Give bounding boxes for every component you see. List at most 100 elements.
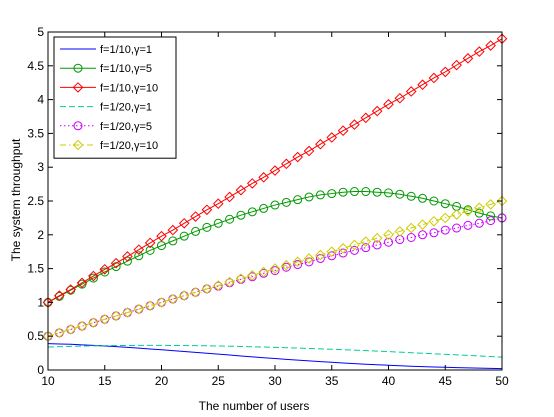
y-tick-label: 1 bbox=[37, 295, 44, 309]
data-point bbox=[451, 209, 462, 220]
data-point bbox=[360, 112, 372, 124]
legend-box bbox=[53, 36, 177, 159]
data-point bbox=[337, 243, 349, 254]
data-point bbox=[326, 246, 338, 258]
data-point bbox=[292, 151, 304, 163]
legend-marker bbox=[73, 63, 83, 73]
x-tick-label: 25 bbox=[212, 374, 226, 388]
legend-label: f=1/10,γ=5 bbox=[100, 63, 152, 75]
y-tick-label: 2.5 bbox=[27, 194, 44, 208]
y-tick-label: 1.5 bbox=[27, 262, 44, 276]
data-point bbox=[440, 225, 450, 235]
data-point bbox=[269, 165, 281, 176]
legend-label: f=1/10,γ=10 bbox=[100, 82, 158, 94]
data-point bbox=[429, 196, 439, 206]
legend-label: f=1/10,γ=1 bbox=[100, 44, 152, 56]
data-point bbox=[281, 259, 292, 271]
data-point bbox=[485, 40, 496, 51]
data-point bbox=[474, 208, 484, 218]
data-point bbox=[65, 284, 77, 295]
data-point bbox=[405, 86, 417, 97]
data-point bbox=[134, 251, 144, 261]
data-point bbox=[145, 301, 155, 311]
data-point bbox=[429, 228, 439, 238]
data-point bbox=[486, 211, 496, 221]
data-point bbox=[247, 272, 257, 282]
data-point bbox=[383, 99, 394, 110]
series-3 bbox=[42, 33, 508, 308]
data-point bbox=[54, 328, 64, 338]
data-point bbox=[190, 286, 201, 298]
data-point bbox=[395, 189, 405, 199]
data-point bbox=[190, 211, 201, 222]
data-point bbox=[191, 226, 201, 236]
data-point bbox=[88, 317, 99, 328]
data-point bbox=[349, 239, 360, 251]
data-point bbox=[315, 249, 326, 261]
data-point bbox=[224, 276, 235, 288]
data-point bbox=[349, 119, 360, 130]
data-point bbox=[145, 245, 155, 255]
data-point bbox=[418, 193, 428, 203]
y-tick-label: 0 bbox=[37, 363, 44, 377]
data-point bbox=[406, 191, 416, 201]
x-tick-label: 35 bbox=[325, 374, 339, 388]
data-point bbox=[384, 237, 393, 247]
x-tick-label: 30 bbox=[268, 374, 282, 388]
data-point bbox=[99, 313, 111, 325]
data-point bbox=[405, 222, 417, 234]
data-point bbox=[167, 224, 179, 236]
data-point bbox=[65, 324, 77, 335]
data-point bbox=[179, 231, 189, 241]
x-tick-label: 40 bbox=[382, 374, 396, 388]
data-point bbox=[236, 210, 246, 220]
data-point bbox=[303, 253, 315, 264]
legend-item: f=1/10,γ=5 bbox=[60, 63, 152, 75]
data-point bbox=[235, 184, 247, 196]
data-point bbox=[315, 138, 326, 150]
data-point bbox=[246, 178, 258, 189]
data-point bbox=[463, 220, 473, 230]
data-point bbox=[212, 198, 224, 210]
data-point bbox=[99, 263, 111, 275]
data-point bbox=[144, 237, 156, 249]
legend-item: f=1/20,γ=1 bbox=[60, 102, 152, 114]
y-tick-label: 3 bbox=[37, 160, 44, 174]
series-line bbox=[47, 38, 503, 303]
data-point bbox=[54, 290, 65, 301]
data-point bbox=[360, 236, 372, 247]
data-point bbox=[327, 251, 337, 261]
data-point bbox=[168, 294, 178, 304]
data-point bbox=[54, 327, 65, 339]
data-point bbox=[371, 105, 383, 117]
data-point bbox=[304, 257, 314, 267]
y-tick-label: 4 bbox=[37, 93, 44, 107]
data-point bbox=[349, 187, 359, 197]
data-point bbox=[168, 236, 178, 246]
data-point bbox=[428, 72, 440, 84]
data-point bbox=[258, 172, 269, 183]
series-5 bbox=[43, 213, 507, 341]
data-point bbox=[110, 257, 122, 269]
data-point bbox=[462, 205, 474, 217]
data-point bbox=[281, 158, 292, 170]
legend-item: f=1/20,γ=10 bbox=[60, 139, 158, 152]
y-tick-label: 4.5 bbox=[27, 59, 44, 73]
data-point bbox=[270, 200, 280, 210]
legend-item: f=1/10,γ=10 bbox=[60, 82, 158, 94]
data-point bbox=[213, 218, 223, 228]
data-point bbox=[133, 303, 145, 315]
data-point bbox=[462, 53, 474, 64]
legend-label: f=1/20,γ=5 bbox=[100, 121, 152, 133]
data-point bbox=[439, 212, 451, 224]
data-point bbox=[201, 283, 213, 295]
data-point bbox=[269, 263, 281, 274]
x-tick-label: 10 bbox=[41, 374, 55, 388]
data-point bbox=[394, 226, 406, 237]
data-point bbox=[224, 191, 235, 203]
y-tick-label: 3.5 bbox=[27, 126, 44, 140]
data-point bbox=[259, 203, 269, 213]
data-point bbox=[76, 277, 88, 289]
data-point bbox=[281, 262, 291, 272]
